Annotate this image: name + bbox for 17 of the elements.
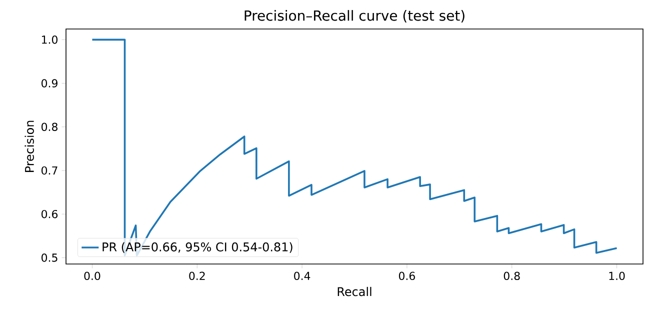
x-tick-label: 1.0 [609,272,625,280]
chart-title: Precision–Recall curve (test set) [244,10,464,22]
x-tick-label: 0.2 [189,272,205,280]
y-tick-label: 0.8 [42,122,58,132]
legend-label: PR (AP=0.66, 95% CI 0.54-0.81) [102,242,292,253]
x-tick-label: 0.4 [294,272,310,280]
y-axis-title: Precision [24,120,34,172]
y-tick-label: 0.7 [42,166,58,175]
x-axis-title: Recall [338,286,372,296]
y-tick-label: 0.6 [42,210,58,218]
y-tick-label: 0.9 [42,79,58,88]
x-tick-label: 0.0 [84,272,100,280]
y-tick-label: 0.5 [42,254,58,262]
x-tick-label: 0.6 [398,272,415,280]
y-tick-label: 1.0 [42,36,58,44]
x-tick-label: 0.8 [504,272,520,280]
line-series [91,38,618,256]
